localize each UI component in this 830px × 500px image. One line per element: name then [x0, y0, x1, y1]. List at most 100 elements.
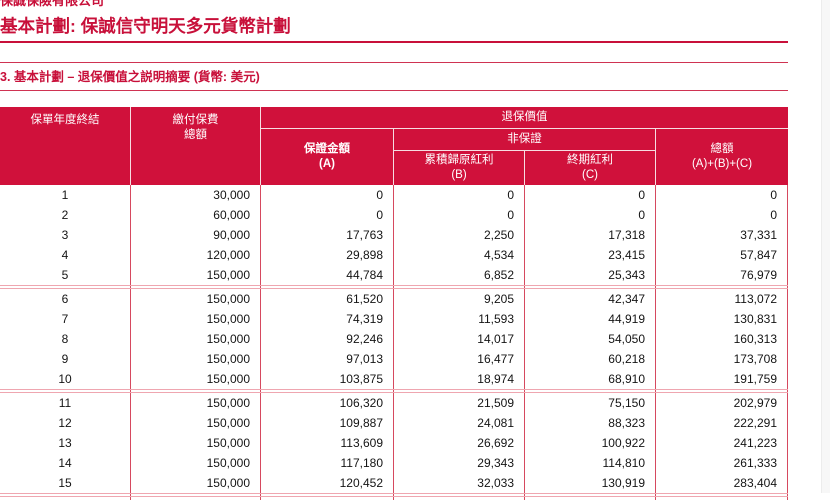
table-row: 1 30,000 0 0 0 0	[0, 185, 788, 205]
table-cell: 26,692	[393, 433, 524, 453]
table-row: 7 150,000 74,319 11,593 44,919 130,831	[0, 309, 788, 329]
table-cell: 90,000	[130, 225, 260, 245]
table-cell: 60,218	[524, 349, 655, 369]
table-body: 1 30,000 0 0 0 0 2 60,000 0 0 0 0 3 90,000 17,763 2,250…	[0, 185, 788, 500]
table-cell: 32,033	[393, 473, 524, 493]
table-cell: 150,000	[130, 329, 260, 349]
table-row: 14 150,000 117,180 29,343 114,810 261,333	[0, 453, 788, 473]
table-cell: 0	[524, 205, 655, 225]
table-cell: 88,323	[524, 413, 655, 433]
header-terminal-bonus: 終期紅利 (C)	[524, 150, 655, 185]
company-name: 保誠保險有限公司	[0, 0, 105, 8]
table-row: 12 150,000 109,887 24,081 88,323 222,291	[0, 413, 788, 433]
separator-cell	[130, 390, 260, 392]
separator-cell	[130, 286, 260, 288]
table-cell: 10	[58, 372, 72, 386]
table-cell: 150,000	[130, 497, 260, 500]
table-cell: 150,000	[130, 349, 260, 369]
table-cell: 113,609	[260, 433, 393, 453]
separator-cell	[0, 286, 130, 288]
table-cell: 24,081	[393, 413, 524, 433]
table-row: 16150,000125,58834,763141,233301,584	[0, 497, 788, 500]
table-cell: 15	[58, 476, 72, 490]
table-cell: 60,000	[130, 205, 260, 225]
table-row: 9 150,000 97,013 16,477 60,218 173,708	[0, 349, 788, 369]
separator-cell	[655, 286, 788, 288]
table-cell: 106,320	[260, 393, 393, 413]
table-cell: 2	[61, 208, 69, 222]
table-cell: 29,343	[393, 453, 524, 473]
table-row: 5 150,000 44,784 6,852 25,343 76,979	[0, 265, 788, 285]
table-cell: 150,000	[130, 413, 260, 433]
separator-cell	[393, 494, 524, 496]
separator-cell	[524, 286, 655, 288]
header-reversionary-bonus: 累積歸原紅利 (B)	[393, 150, 524, 185]
table-cell: 117,180	[260, 453, 393, 473]
table-cell: 2,250	[393, 225, 524, 245]
separator-cell	[524, 494, 655, 496]
table-cell: 113,072	[655, 289, 788, 309]
table-cell: 0	[524, 185, 655, 205]
table-cell: 173,708	[655, 349, 788, 369]
table-cell: 75,150	[524, 393, 655, 413]
divider	[0, 90, 788, 91]
table-cell: 160,313	[655, 329, 788, 349]
separator-cell	[655, 494, 788, 496]
table-cell: 74,319	[260, 309, 393, 329]
table-cell: 6	[61, 292, 69, 306]
table-cell: 283,404	[655, 473, 788, 493]
document-page: 保誠保險有限公司 基本計劃: 保誠信守明天多元貨幣計劃 3. 基本計劃 – 退保…	[0, 0, 788, 500]
table-cell: 92,246	[260, 329, 393, 349]
table-cell: 14	[58, 456, 72, 470]
table-cell: 150,000	[130, 309, 260, 329]
table-cell: 241,223	[655, 433, 788, 453]
table-cell: 150,000	[130, 265, 260, 285]
table-cell: 37,331	[655, 225, 788, 245]
table-cell: 5	[61, 268, 69, 282]
header-policy-year: 保單年度終結	[30, 114, 100, 126]
table-cell: 0	[655, 185, 788, 205]
table-cell: 97,013	[260, 349, 393, 369]
header-total: 總額 (A)+(B)+(C)	[655, 128, 788, 185]
divider	[0, 62, 788, 63]
table-cell: 109,887	[260, 413, 393, 433]
table-cell: 141,233	[524, 497, 655, 500]
table-row: 11 150,000 106,320 21,509 75,150 202,979	[0, 393, 788, 413]
table-row: 3 90,000 17,763 2,250 17,318 37,331	[0, 225, 788, 245]
table-cell: 11	[58, 396, 72, 410]
table-cell: 11,593	[393, 309, 524, 329]
divider	[0, 41, 788, 43]
separator-cell	[393, 390, 524, 392]
table-cell: 191,759	[655, 369, 788, 389]
table-cell: 100,922	[524, 433, 655, 453]
table-row: 10 150,000 103,875 18,974 68,910 191,759	[0, 369, 788, 389]
table-row: 2 60,000 0 0 0 0	[0, 205, 788, 225]
table-row: 15 150,000 120,452 32,033 130,919 283,404	[0, 473, 788, 493]
table-cell: 25,343	[524, 265, 655, 285]
table-cell: 4	[61, 248, 69, 262]
table-cell: 4,534	[393, 245, 524, 265]
header-guaranteed-amount: 保證金額 (A)	[260, 128, 393, 185]
table-cell: 261,333	[655, 453, 788, 473]
separator-cell	[524, 390, 655, 392]
table-cell: 0	[260, 185, 393, 205]
table-cell: 0	[655, 205, 788, 225]
table-cell: 34,763	[393, 497, 524, 500]
table-cell: 1	[61, 188, 69, 202]
table-cell: 16,477	[393, 349, 524, 369]
table-cell: 54,050	[524, 329, 655, 349]
table-cell: 130,919	[524, 473, 655, 493]
separator-cell	[0, 390, 130, 392]
table-cell: 7	[61, 312, 69, 326]
table-cell: 103,875	[260, 369, 393, 389]
table-cell: 76,979	[655, 265, 788, 285]
table-cell: 301,584	[655, 497, 788, 500]
separator-cell	[260, 286, 393, 288]
table-cell: 0	[393, 185, 524, 205]
separator-cell	[393, 286, 524, 288]
vertical-scrollbar[interactable]	[821, 0, 830, 493]
table-cell: 222,291	[655, 413, 788, 433]
header-total-premium: 繳付保費 總額	[130, 107, 260, 185]
table-cell: 150,000	[130, 453, 260, 473]
table-cell: 3	[61, 228, 69, 242]
